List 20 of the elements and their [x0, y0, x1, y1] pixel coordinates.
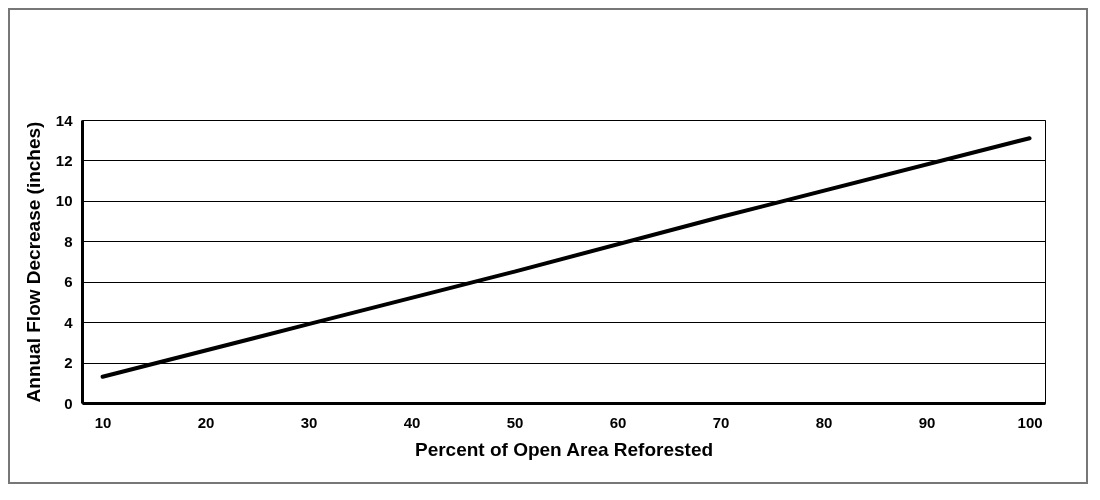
y-tick-label: 10	[55, 192, 73, 210]
y-tick-label: 12	[55, 151, 73, 169]
y-tick-label: 6	[64, 273, 73, 291]
x-tick-label: 10	[94, 413, 112, 431]
x-tick-label: 40	[403, 413, 421, 431]
y-axis-title: Annual Flow Decrease (inches)	[22, 121, 44, 403]
x-tick-label: 80	[815, 413, 833, 431]
x-tick-label: 60	[609, 413, 627, 431]
x-axis-title: Percent of Open Area Reforested	[414, 438, 714, 460]
x-tick-label: 30	[300, 413, 318, 431]
y-tick-label: 14	[55, 111, 74, 129]
x-tick-label: 90	[918, 413, 936, 431]
x-tick-label: 50	[506, 413, 524, 431]
x-tick-label: 20	[197, 413, 215, 431]
y-tick-label: 8	[64, 232, 73, 250]
x-tick-label: 100	[1017, 413, 1043, 431]
y-tick-label: 0	[64, 394, 73, 412]
y-tick-label: 2	[64, 354, 73, 372]
x-tick-label: 70	[712, 413, 730, 431]
y-tick-label: 4	[64, 313, 74, 331]
